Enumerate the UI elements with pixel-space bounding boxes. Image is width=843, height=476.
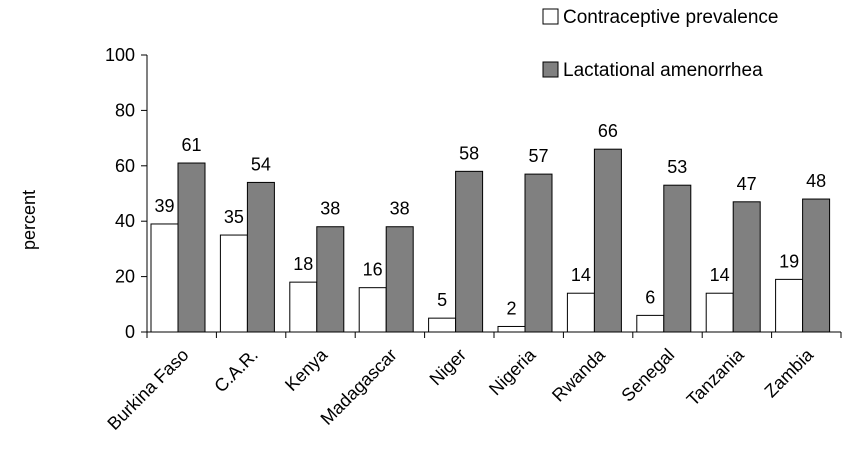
data-label-lactational-8: 47 [737,174,757,194]
data-label-lactational-3: 38 [390,199,410,219]
bar-contraceptive-2 [289,281,318,333]
category-label-9: Zambia [761,344,818,401]
bar-lactational-4 [455,170,484,333]
legend-swatch-contraceptive [542,8,559,25]
bar-lactational-2 [316,226,345,333]
data-label-contraceptive-2: 18 [293,254,313,274]
plot-area: 39 35 18 16 5 2 14 6 14 19 61 54 38 38 58 57 66 53 47 48 0 20… [103,45,842,434]
y-tick-label-20: 20 [115,267,135,287]
y-tick-label-80: 80 [115,100,135,120]
category-label-2: Kenya [281,344,332,395]
data-label-lactational-2: 38 [320,199,340,219]
bar-lactational-7 [663,184,692,333]
data-label-contraceptive-9: 19 [779,251,799,271]
category-label-8: Tanzania [683,344,749,410]
category-label-1: C.A.R. [210,345,262,397]
y-tick-label-100: 100 [105,45,135,65]
data-label-contraceptive-6: 14 [571,265,591,285]
data-label-lactational-9: 48 [806,171,826,191]
data-label-contraceptive-0: 39 [154,196,174,216]
data-label-lactational-7: 53 [667,157,687,177]
bar-contraceptive-4 [428,317,457,333]
y-tick-label-40: 40 [115,211,135,231]
bar-lactational-6 [593,148,622,333]
data-label-contraceptive-3: 16 [363,260,383,280]
bar-contraceptive-0 [150,223,179,333]
y-tick-label-60: 60 [115,156,135,176]
legend: Contraceptive prevalence Lactational amen… [542,7,778,81]
data-label-lactational-0: 61 [181,135,201,155]
data-label-contraceptive-4: 5 [437,290,447,310]
bar-lactational-8 [732,201,761,333]
data-label-contraceptive-5: 2 [506,298,516,318]
bar-lactational-9 [802,198,831,333]
y-tick-label-0: 0 [125,322,135,342]
data-label-lactational-6: 66 [598,121,618,141]
bar-lactational-1 [246,181,275,333]
legend-swatch-lactational [542,61,559,78]
category-label-7: Senegal [617,345,678,406]
category-label-0: Burkina Faso [103,345,192,434]
y-axis-title: percent [19,190,39,250]
bar-contraceptive-8 [705,292,734,333]
bar-contraceptive-1 [219,234,248,333]
bar-lactational-0 [177,162,206,333]
category-label-5: Nigeria [485,344,540,399]
legend-label-lactational: Lactational amenorrhea [563,60,763,81]
data-label-contraceptive-8: 14 [710,265,730,285]
bar-contraceptive-7 [636,314,665,333]
category-label-4: Niger [426,345,471,390]
data-label-lactational-4: 58 [459,143,479,163]
bar-contraceptive-3 [358,287,387,333]
bar-contraceptive-9 [775,278,804,333]
bar-contraceptive-6 [566,292,595,333]
bar-contraceptive-5 [497,325,526,333]
bar-lactational-3 [385,226,414,333]
legend-label-contraceptive: Contraceptive prevalence [563,7,778,28]
category-label-6: Rwanda [548,344,610,406]
data-label-lactational-5: 57 [528,146,548,166]
data-label-lactational-1: 54 [251,154,271,174]
bar-lactational-5 [524,173,553,333]
data-label-contraceptive-7: 6 [645,287,655,307]
data-label-contraceptive-1: 35 [224,207,244,227]
